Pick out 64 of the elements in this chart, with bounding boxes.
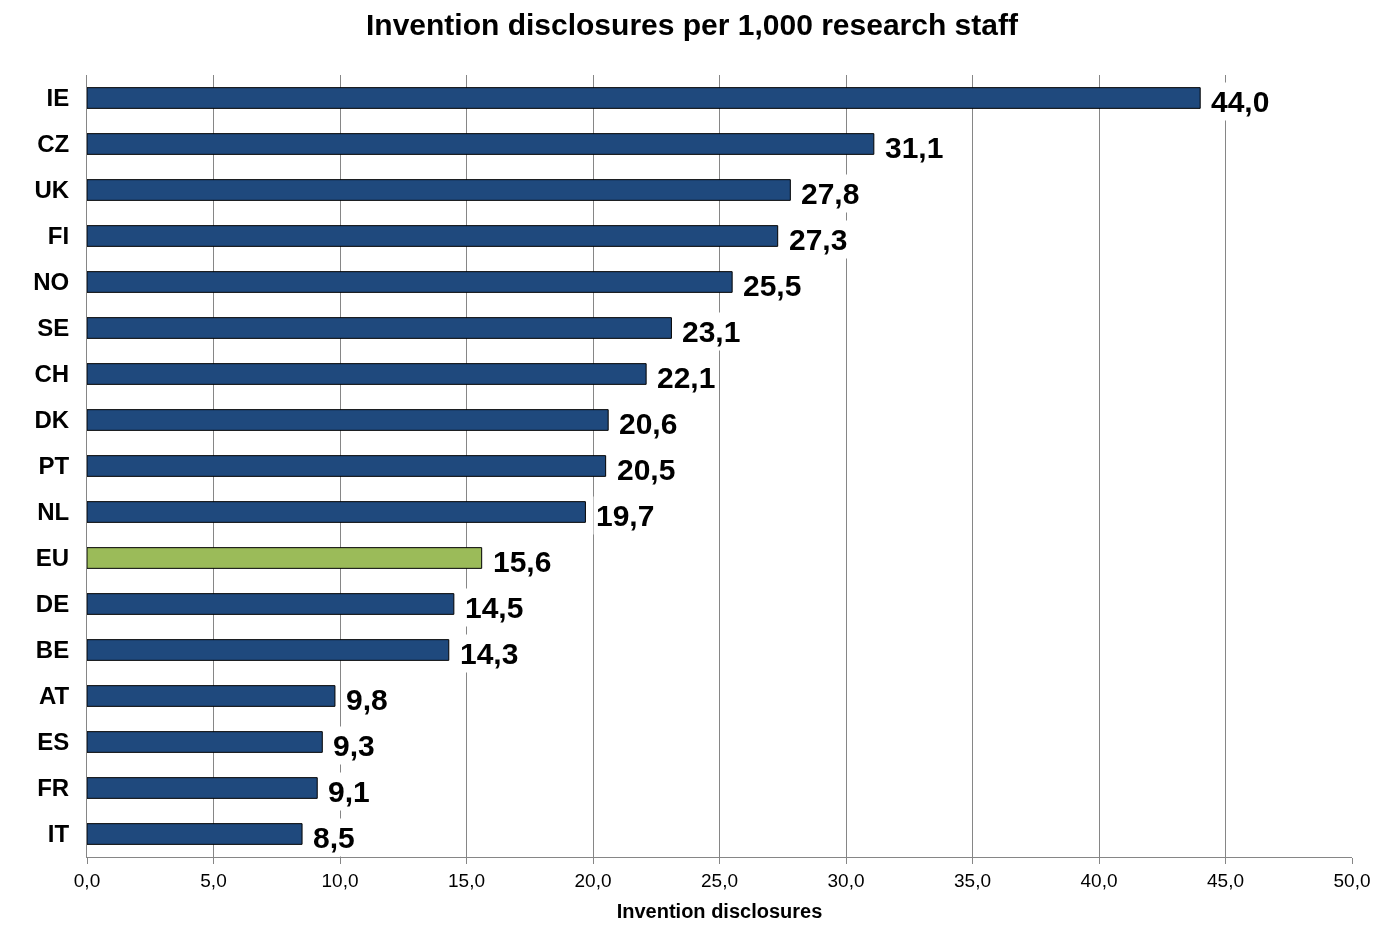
bar	[87, 501, 586, 523]
x-tick-label: 50,0	[1333, 869, 1371, 891]
bar	[87, 363, 647, 385]
y-tick-label: BE	[35, 636, 70, 664]
y-tick-label: CZ	[37, 130, 70, 158]
data-label: 9,3	[333, 729, 375, 762]
data-label: 23,1	[682, 315, 741, 348]
bar	[87, 179, 791, 201]
bar	[87, 777, 318, 799]
y-tick-label: DE	[35, 590, 70, 618]
bar	[87, 409, 609, 431]
y-tick-label: IE	[46, 84, 70, 112]
y-tick-label: DK	[34, 406, 70, 434]
chart-title: Invention disclosures per 1,000 research staff	[366, 8, 1019, 42]
y-tick-label: ES	[37, 728, 70, 756]
x-tick-label: 20,0	[574, 869, 612, 891]
x-tick-label: 5,0	[200, 869, 227, 891]
data-label: 44,0	[1211, 85, 1270, 118]
data-label: 8,5	[313, 821, 355, 854]
data-label: 9,8	[346, 683, 388, 716]
x-axis-title: Invention disclosures	[616, 900, 823, 923]
data-label: 14,3	[460, 637, 519, 670]
bar	[87, 547, 483, 569]
y-tick-label: CH	[34, 360, 70, 388]
x-tick-label: 30,0	[827, 869, 865, 891]
bar	[87, 685, 336, 707]
bar	[87, 87, 1201, 109]
y-tick-label: PT	[38, 452, 70, 480]
bar	[87, 133, 875, 155]
y-tick-label: AT	[38, 682, 70, 710]
data-label: 15,6	[493, 545, 552, 578]
data-label: 31,1	[885, 131, 944, 164]
y-tick-label: UK	[34, 176, 70, 204]
data-label: 22,1	[657, 361, 716, 394]
y-tick-label: FI	[47, 222, 70, 250]
x-tick-label: 0,0	[73, 869, 101, 891]
data-label: 25,5	[743, 269, 802, 302]
y-tick-label: NO	[33, 268, 70, 296]
x-tick-label: 45,0	[1207, 869, 1244, 891]
x-tick-label: 15,0	[448, 869, 485, 891]
data-label: 27,3	[789, 223, 848, 256]
data-label: 27,8	[801, 177, 860, 210]
x-tick-label: 10,0	[321, 869, 359, 891]
bar	[87, 823, 303, 845]
bar	[87, 639, 450, 661]
y-tick-label: FR	[37, 774, 70, 802]
data-label: 20,6	[619, 407, 678, 440]
data-label: 19,7	[596, 499, 655, 532]
x-tick-label: 40,0	[1080, 869, 1118, 891]
y-tick-label: NL	[37, 498, 70, 526]
bar	[87, 317, 672, 339]
bar	[87, 225, 779, 247]
data-label: 20,5	[617, 453, 676, 486]
x-tick-label: 25,0	[701, 869, 738, 891]
x-tick-label: 35,0	[954, 869, 991, 891]
y-tick-label: IT	[47, 820, 70, 848]
bar	[87, 731, 323, 753]
data-label: 9,1	[328, 775, 370, 808]
bar	[87, 271, 733, 293]
y-tick-label: SE	[37, 314, 70, 342]
bar	[87, 455, 607, 477]
data-label: 14,5	[465, 591, 524, 624]
bar	[87, 593, 455, 615]
y-tick-label: EU	[35, 544, 70, 572]
